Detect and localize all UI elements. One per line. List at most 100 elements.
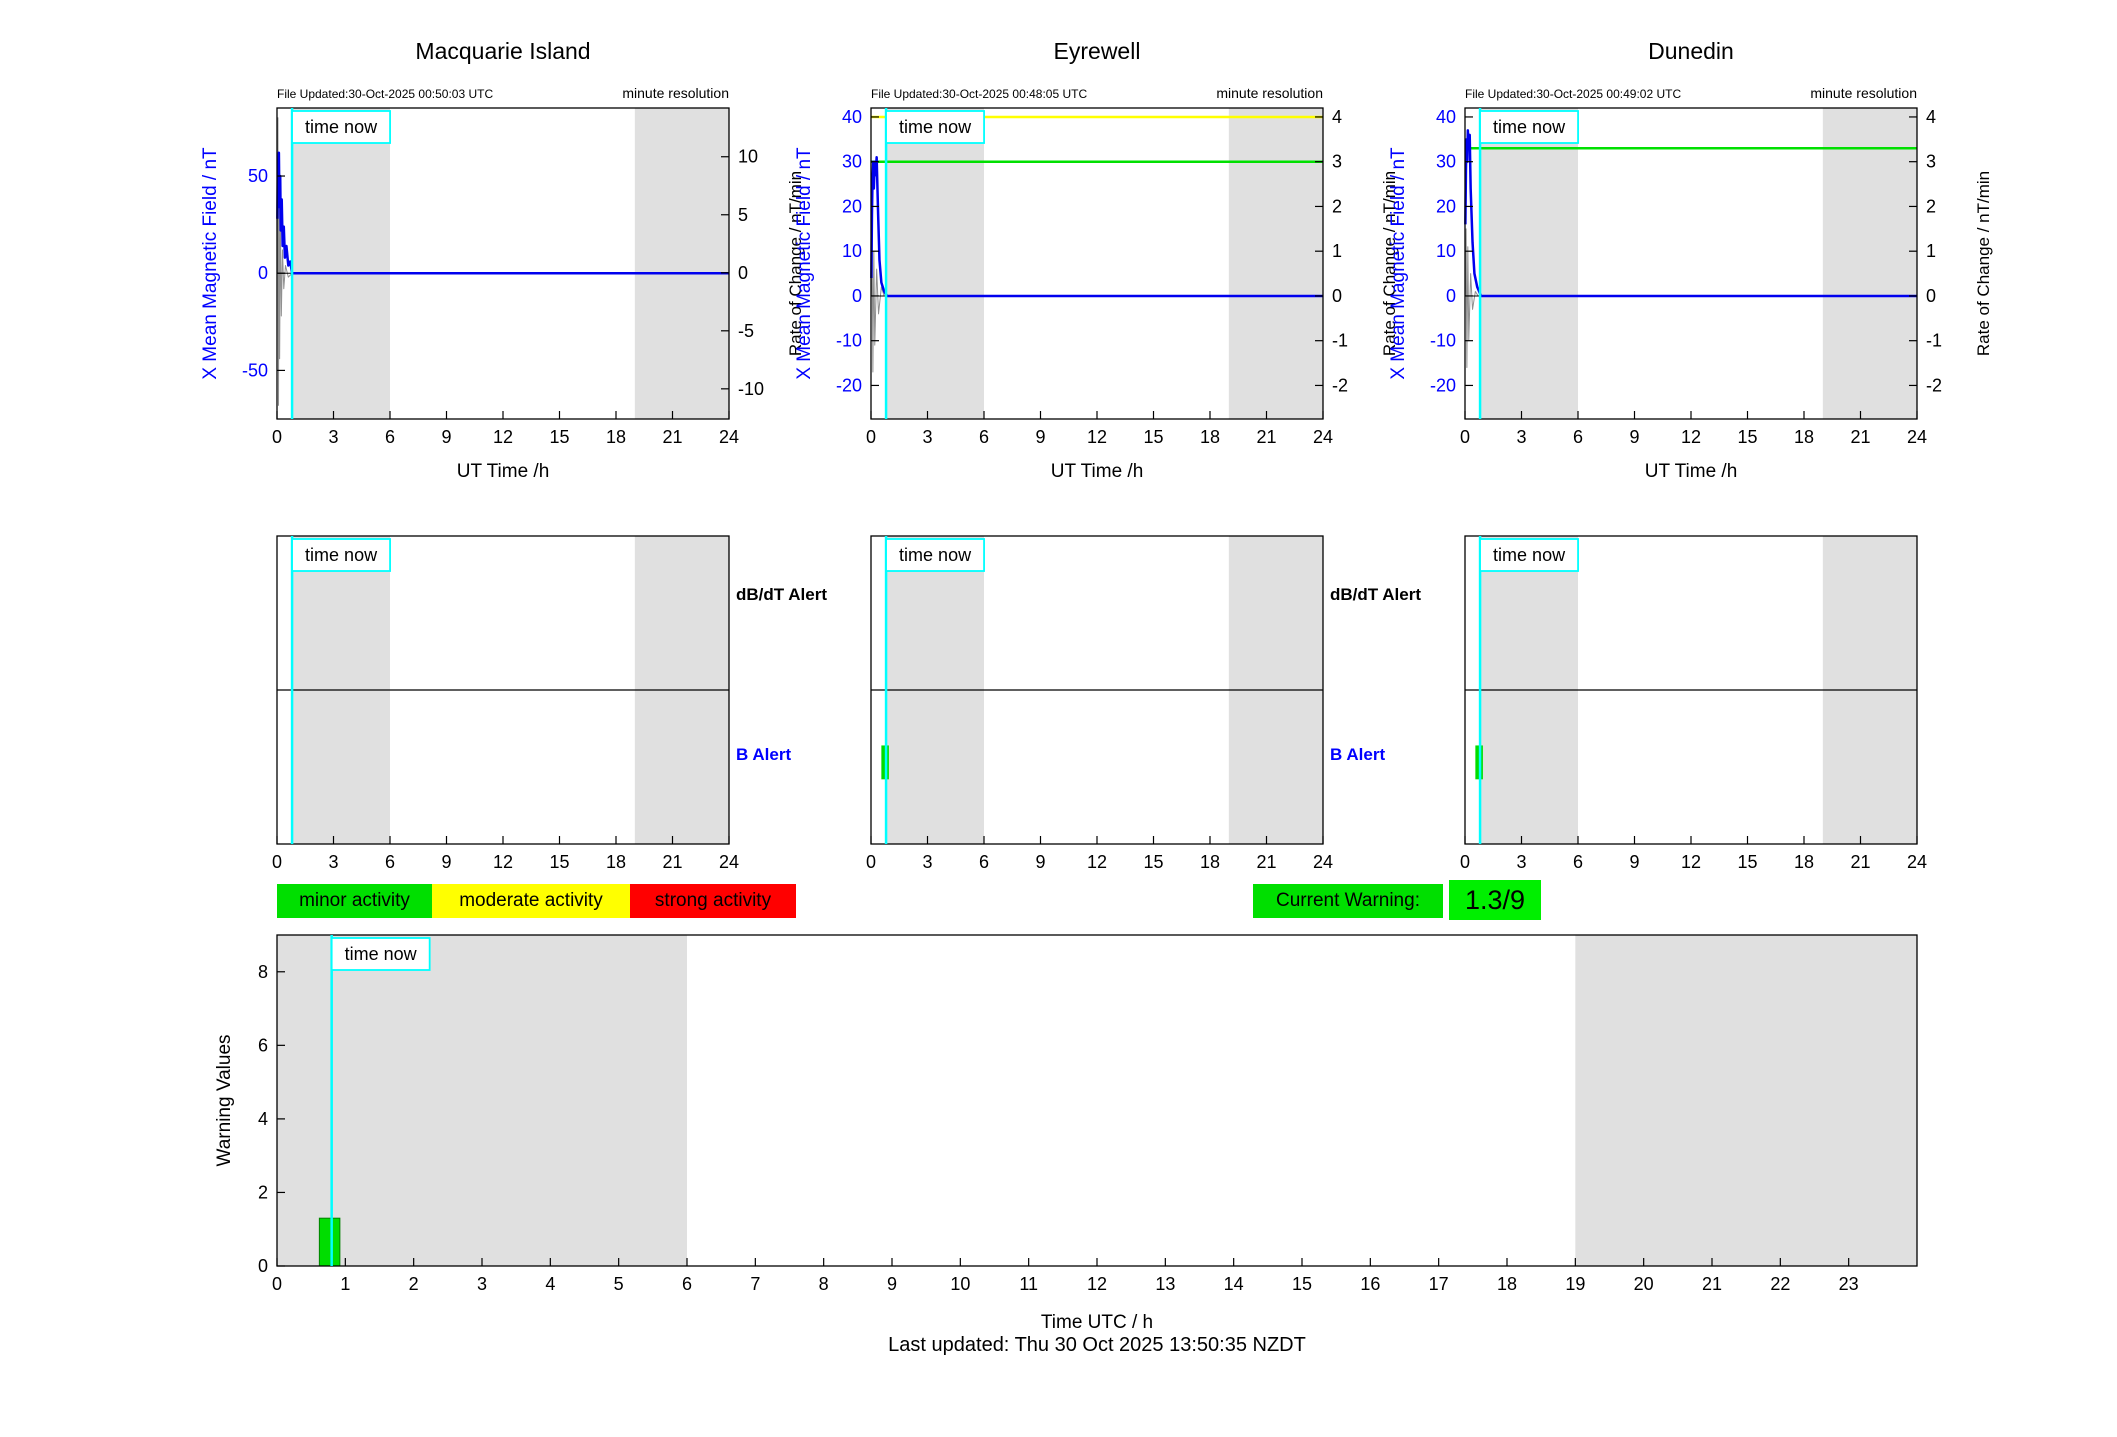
svg-text:9: 9 <box>441 852 451 872</box>
svg-text:15: 15 <box>1737 852 1757 872</box>
svg-text:24: 24 <box>719 852 739 872</box>
legend-minor-activity: minor activity <box>277 884 432 918</box>
svg-text:0: 0 <box>1332 286 1342 306</box>
svg-text:24: 24 <box>1313 427 1333 447</box>
chart-warning-values: 0 1 2 3 4 5 6 7 8 9 10 11 12 13 14 15 16 17 18 19 20 21 22 2302… <box>214 934 1918 1333</box>
svg-text:16: 16 <box>1360 1274 1380 1294</box>
svg-text:time now: time now <box>305 117 378 137</box>
svg-text:15: 15 <box>549 852 569 872</box>
svg-text:12: 12 <box>1681 852 1701 872</box>
svg-text:50: 50 <box>248 166 268 186</box>
svg-text:15: 15 <box>1292 1274 1312 1294</box>
svg-text:-20: -20 <box>836 375 862 395</box>
svg-text:-2: -2 <box>1926 375 1942 395</box>
svg-text:18: 18 <box>1794 427 1814 447</box>
svg-text:2: 2 <box>1926 196 1936 216</box>
svg-text:time now: time now <box>899 545 972 565</box>
svg-text:21: 21 <box>1850 427 1870 447</box>
svg-text:12: 12 <box>1087 427 1107 447</box>
svg-text:9: 9 <box>1629 427 1639 447</box>
dbdt-alert-label: dB/dT Alert <box>736 585 827 604</box>
svg-text:-20: -20 <box>1430 375 1456 395</box>
svg-text:18: 18 <box>1497 1274 1517 1294</box>
svg-text:0: 0 <box>258 1256 268 1276</box>
svg-text:6: 6 <box>979 852 989 872</box>
svg-text:minute resolution: minute resolution <box>622 85 729 101</box>
svg-text:10: 10 <box>842 241 862 261</box>
svg-text:UT Time /h: UT Time /h <box>1645 461 1738 482</box>
svg-text:4: 4 <box>258 1109 268 1129</box>
svg-text:time now: time now <box>1493 545 1566 565</box>
svg-text:0: 0 <box>1460 427 1470 447</box>
svg-text:20: 20 <box>1436 196 1456 216</box>
svg-text:X Mean Magnetic Field / nT: X Mean Magnetic Field / nT <box>794 147 815 380</box>
svg-text:40: 40 <box>1436 107 1456 127</box>
svg-text:12: 12 <box>1681 427 1701 447</box>
svg-text:19: 19 <box>1565 1274 1585 1294</box>
b-alert-label: B Alert <box>736 745 792 764</box>
svg-text:24: 24 <box>1907 427 1927 447</box>
svg-text:minute resolution: minute resolution <box>1216 85 1323 101</box>
svg-text:24: 24 <box>1907 852 1927 872</box>
svg-text:21: 21 <box>1850 852 1870 872</box>
svg-text:2: 2 <box>258 1182 268 1202</box>
svg-text:4: 4 <box>1332 107 1342 127</box>
svg-text:time now: time now <box>1493 117 1566 137</box>
svg-text:18: 18 <box>1200 427 1220 447</box>
svg-text:time now: time now <box>305 545 378 565</box>
svg-text:18: 18 <box>606 852 626 872</box>
svg-text:10: 10 <box>1436 241 1456 261</box>
chart-dunedin-alerts: 0 3 6 9 12 15 18 21 24 time now <box>1460 535 1927 872</box>
svg-text:1: 1 <box>1926 241 1936 261</box>
svg-text:-5: -5 <box>738 321 754 341</box>
svg-text:12: 12 <box>1087 852 1107 872</box>
svg-text:Time UTC / h: Time UTC / h <box>1041 1312 1153 1333</box>
b-alert-label: B Alert <box>1330 745 1386 764</box>
svg-text:21: 21 <box>1702 1274 1722 1294</box>
svg-text:-10: -10 <box>1430 331 1456 351</box>
svg-text:21: 21 <box>1256 852 1276 872</box>
legend-moderate-activity: moderate activity <box>432 884 630 918</box>
svg-text:minute resolution: minute resolution <box>1810 85 1917 101</box>
svg-text:1: 1 <box>1332 241 1342 261</box>
svg-text:9: 9 <box>441 427 451 447</box>
svg-text:3: 3 <box>1926 152 1936 172</box>
svg-text:UT Time /h: UT Time /h <box>1051 461 1144 482</box>
svg-text:3: 3 <box>922 852 932 872</box>
svg-text:-1: -1 <box>1926 331 1942 351</box>
svg-text:time now: time now <box>345 944 418 964</box>
svg-text:11: 11 <box>1019 1274 1038 1294</box>
svg-text:6: 6 <box>258 1035 268 1055</box>
svg-text:0: 0 <box>1446 286 1456 306</box>
last-updated-text: Last updated: Thu 30 Oct 2025 13:50:35 N… <box>888 1334 1306 1356</box>
svg-text:3: 3 <box>328 852 338 872</box>
svg-text:15: 15 <box>549 427 569 447</box>
svg-text:6: 6 <box>385 852 395 872</box>
svg-text:18: 18 <box>1794 852 1814 872</box>
svg-text:6: 6 <box>385 427 395 447</box>
svg-text:Rate of Change / nT/min: Rate of Change / nT/min <box>1974 171 1993 356</box>
svg-text:-2: -2 <box>1332 375 1348 395</box>
svg-text:6: 6 <box>979 427 989 447</box>
station-title-macquarie: Macquarie Island <box>415 38 591 64</box>
svg-text:3: 3 <box>328 427 338 447</box>
svg-text:2: 2 <box>1332 196 1342 216</box>
svg-text:20: 20 <box>1634 1274 1654 1294</box>
current-warning-label: Current Warning: <box>1253 884 1443 918</box>
svg-text:-1: -1 <box>1332 331 1348 351</box>
svg-text:4: 4 <box>545 1274 555 1294</box>
svg-text:UT Time /h: UT Time /h <box>457 461 550 482</box>
svg-text:17: 17 <box>1429 1274 1449 1294</box>
svg-text:Warning Values: Warning Values <box>214 1034 235 1166</box>
svg-text:Rate of Change / nT/min: Rate of Change / nT/min <box>786 171 805 356</box>
svg-text:12: 12 <box>1087 1274 1107 1294</box>
svg-text:0: 0 <box>738 263 748 283</box>
svg-text:File Updated:30-Oct-2025 00:49: File Updated:30-Oct-2025 00:49:02 UTC <box>1465 87 1681 101</box>
svg-text:0: 0 <box>272 852 282 872</box>
svg-text:23: 23 <box>1839 1274 1859 1294</box>
dbdt-alert-label: dB/dT Alert <box>1330 585 1421 604</box>
svg-text:X Mean Magnetic Field / nT: X Mean Magnetic Field / nT <box>1388 147 1409 380</box>
station-title-eyrewell: Eyrewell <box>1053 38 1141 64</box>
